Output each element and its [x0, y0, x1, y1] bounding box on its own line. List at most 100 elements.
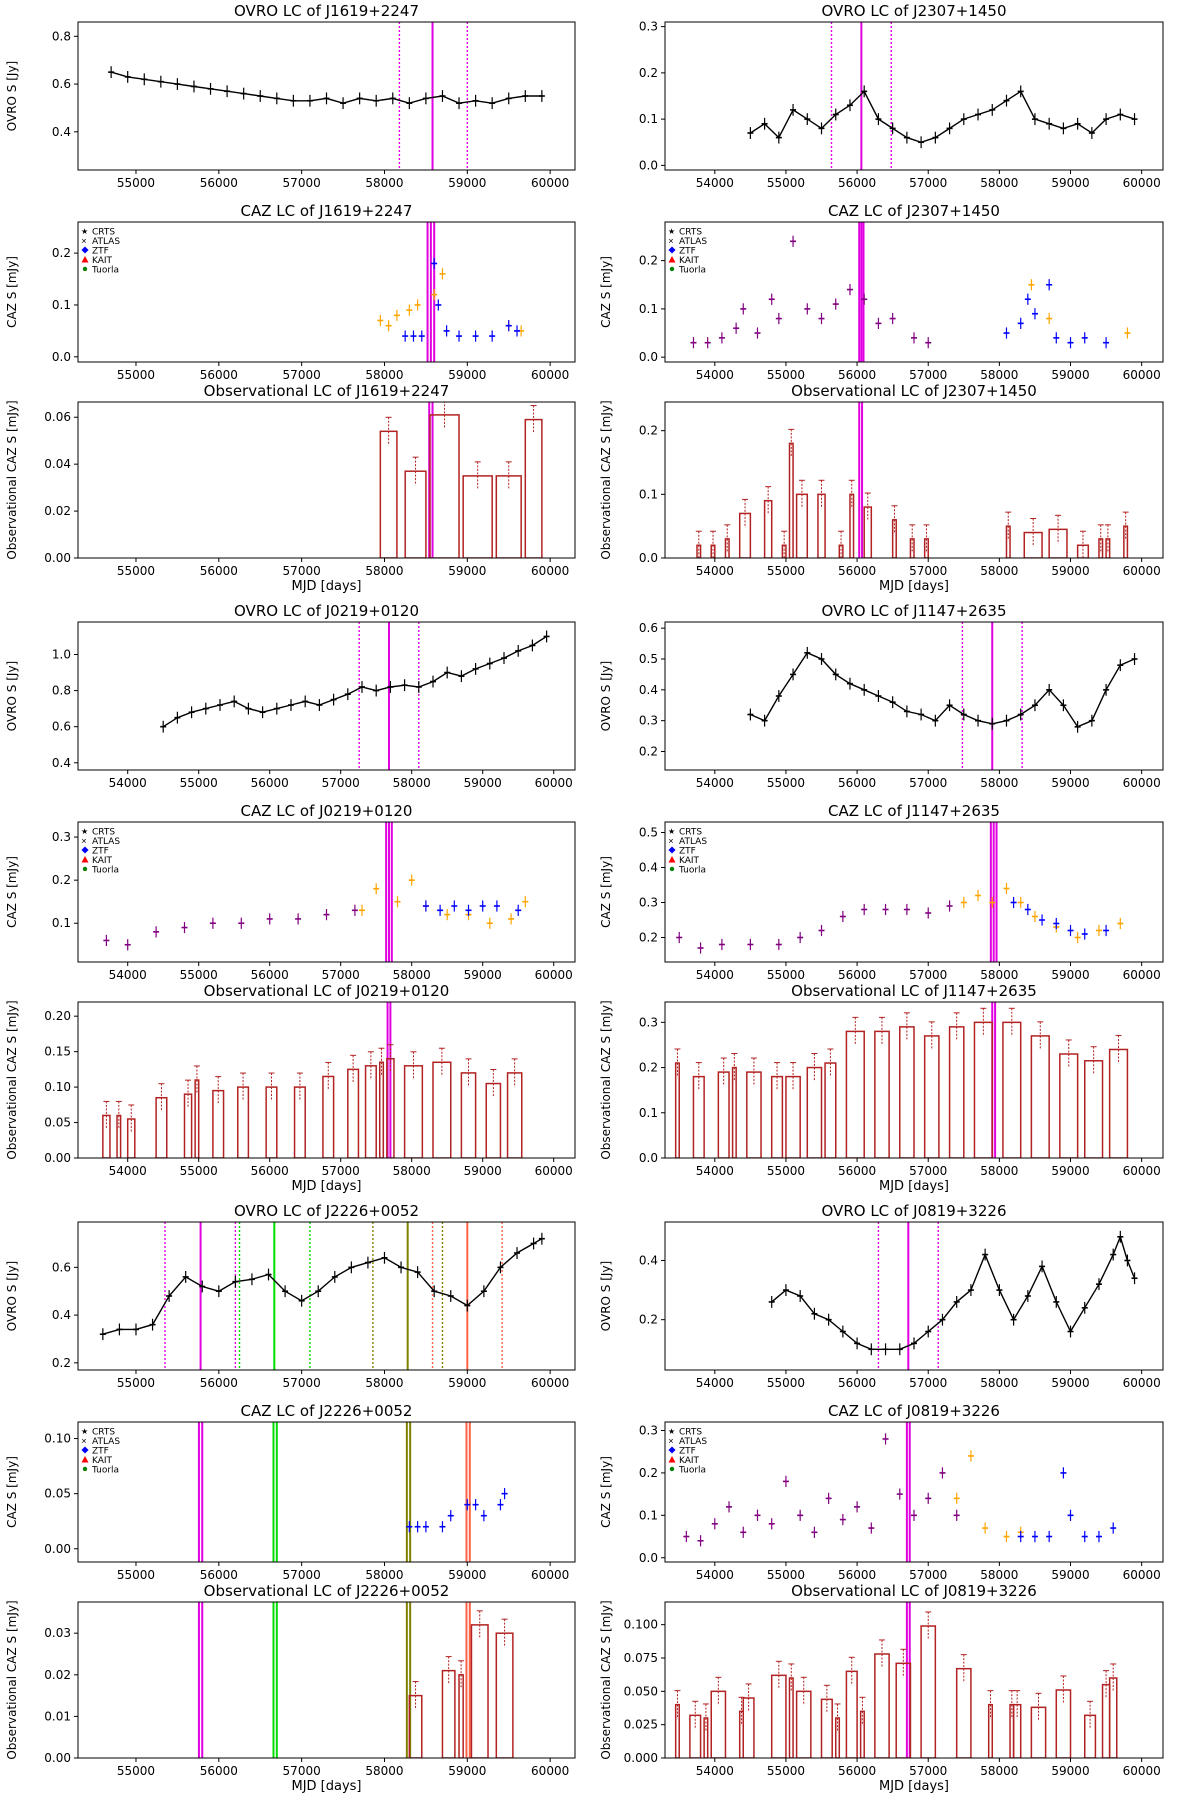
y-tick-label: 0.20: [44, 1009, 71, 1023]
bar: [731, 1066, 737, 1158]
bar: [458, 1674, 464, 1758]
bar: [834, 1717, 841, 1758]
bar: [403, 1065, 424, 1158]
axes-frame: [664, 221, 1164, 363]
bar: [817, 493, 826, 558]
chart-title: CAZ LC of J2307+1450: [828, 202, 1000, 220]
x-tick-label: 58000: [365, 1764, 403, 1778]
y-tick-label: 0.00: [44, 551, 71, 565]
x-tick-label: 57000: [909, 1164, 947, 1178]
axes-frame: [77, 621, 576, 771]
y-axis-label: OVRO S [Jy]: [5, 661, 19, 731]
y-axis-label: Observational CAZ S [mJy]: [599, 1600, 613, 1759]
plot-area: [674, 1602, 1118, 1758]
bar: [470, 1624, 489, 1758]
legend-label: Tuorla: [91, 266, 119, 276]
axes-frame: [664, 1601, 1164, 1759]
axes-frame: [77, 821, 576, 963]
legend-label: ATLAS: [92, 837, 120, 847]
x-axis-label: MJD [days]: [291, 579, 361, 594]
bar: [1083, 1714, 1097, 1758]
x-tick-label: 57000: [909, 968, 947, 982]
x-tick-label: 55000: [767, 776, 805, 790]
x-tick-label: 58000: [393, 1164, 431, 1178]
legend-marker-star: ★: [668, 227, 675, 236]
plot-area: [768, 1222, 1138, 1370]
bar: [460, 1072, 477, 1158]
x-tick-label: 54000: [696, 1164, 734, 1178]
x-tick-label: 55000: [767, 1568, 805, 1582]
x-tick-label: 54000: [696, 1568, 734, 1582]
x-tick-label: 59000: [464, 968, 502, 982]
y-tick-label: 0.1: [639, 112, 658, 126]
x-tick-label: 54000: [696, 1376, 734, 1390]
bar: [806, 1066, 823, 1158]
axes-frame: [664, 821, 1164, 963]
y-tick-label: 0.025: [624, 1718, 658, 1732]
bar: [183, 1093, 193, 1158]
x-tick-label: 55000: [180, 968, 218, 982]
chart-title: Observational LC of J1619+2247: [204, 382, 450, 400]
x-tick-label: 58000: [393, 968, 431, 982]
y-tick-label: 0.1: [639, 302, 658, 316]
x-tick-label: 56000: [838, 1164, 876, 1178]
y-tick-label: 0.2: [639, 1466, 658, 1480]
legend-label: ATLAS: [679, 837, 707, 847]
y-axis-label: OVRO S [Jy]: [5, 61, 19, 131]
y-tick-label: 0.4: [639, 1253, 658, 1267]
x-tick-label: 55000: [767, 1164, 805, 1178]
y-tick-label: 0.1: [52, 916, 71, 930]
x-tick-label: 60000: [1123, 1164, 1161, 1178]
x-tick-label: 58000: [365, 1376, 403, 1390]
plot-area: [379, 402, 543, 558]
x-tick-label: 56000: [200, 1764, 238, 1778]
x-tick-label: 59000: [1051, 368, 1089, 382]
x-tick-label: 54000: [696, 176, 734, 190]
axes-frame: [77, 401, 576, 559]
bar: [899, 1026, 915, 1158]
chart-title: Observational LC of J2226+0052: [204, 1582, 450, 1600]
x-tick-label: 55000: [180, 1164, 218, 1178]
y-tick-label: 0.1: [52, 298, 71, 312]
x-tick-label: 59000: [464, 776, 502, 790]
x-tick-label: 60000: [531, 1764, 569, 1778]
x-tick-label: 56000: [200, 368, 238, 382]
x-tick-label: 57000: [283, 1764, 321, 1778]
y-tick-label: 0.06: [44, 410, 71, 424]
bar: [126, 1118, 136, 1158]
legend-label: ZTF: [679, 1447, 696, 1457]
axes-frame: [77, 221, 576, 363]
legend-label: ATLAS: [679, 237, 707, 247]
chart-panel: Observational LC of J0219+0120 54000 55000…: [5, 982, 576, 1194]
y-tick-label: 0.100: [624, 1618, 658, 1632]
x-tick-label: 55000: [117, 1764, 155, 1778]
x-tick-label: 59000: [448, 1764, 486, 1778]
chart-panel: OVRO LC of J2226+0052 55000 56000 57000 5800…: [5, 1202, 576, 1390]
x-tick-label: 55000: [117, 1568, 155, 1582]
y-tick-label: 0.15: [44, 1045, 71, 1059]
chart-panel: CAZ LC of J0219+0120 54000 55000 56000 57000…: [5, 802, 576, 982]
y-axis-label: CAZ S [mJy]: [5, 1456, 19, 1528]
bar: [703, 1717, 709, 1758]
y-tick-label: 0.3: [52, 830, 71, 844]
legend-marker-star: ★: [81, 827, 88, 836]
x-axis-label: MJD [days]: [291, 1179, 361, 1194]
plot-area: [747, 22, 1138, 170]
bar: [920, 1625, 937, 1758]
y-tick-label: 0.00: [44, 1751, 71, 1765]
legend-marker-dot: [82, 1466, 88, 1472]
x-tick-label: 55000: [180, 776, 218, 790]
legend-marker-triangle: [81, 856, 89, 863]
legend-label: ZTF: [92, 247, 109, 257]
x-tick-label: 60000: [531, 564, 569, 578]
x-tick-label: 60000: [1123, 176, 1161, 190]
axes-frame: [664, 401, 1164, 559]
y-tick-label: 0.5: [639, 826, 658, 840]
y-tick-label: 0.000: [624, 1751, 658, 1765]
legend-label: Tuorla: [91, 1466, 119, 1476]
y-tick-label: 0.5: [639, 652, 658, 666]
bar: [116, 1114, 122, 1158]
